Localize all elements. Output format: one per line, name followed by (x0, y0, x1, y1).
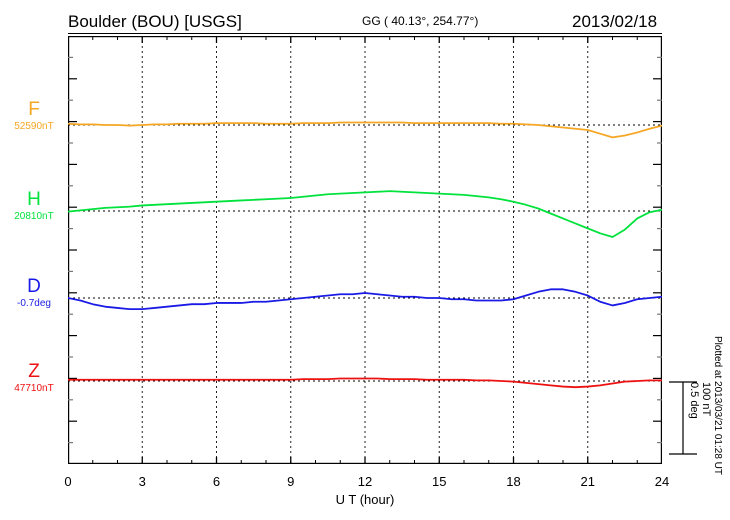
channel-label-d: D -0.7deg (2, 277, 66, 310)
channel-baseline-h: 20810nT (14, 211, 54, 222)
scale-bar-icon (669, 381, 697, 455)
geographic-coordinates: GG ( 40.13°, 254.77°) (362, 14, 479, 28)
channel-symbol-f: F (28, 99, 40, 120)
channel-symbol-h: H (27, 189, 41, 210)
x-tick-label: 15 (432, 474, 447, 489)
x-tick-label: 12 (357, 474, 373, 489)
observation-date: 2013/02/18 (572, 12, 658, 31)
channel-baseline-d: -0.7deg (17, 298, 51, 309)
x-axis-label: U T (hour) (335, 492, 395, 507)
channel-baseline-f: 52590nT (14, 121, 54, 132)
channel-label-f: F 52590nT (2, 100, 66, 133)
x-tick-label: 0 (64, 474, 72, 489)
scale-bar-label: 100 nT 0.5 deg (688, 382, 712, 458)
scale-value-nt: 100 nT (700, 382, 712, 417)
channel-symbol-z: Z (28, 361, 40, 382)
channel-baseline-z: 47710nT (14, 383, 54, 394)
x-tick-label: 21 (580, 474, 595, 489)
plot-canvas (68, 36, 662, 464)
plotted-at-timestamp: Plotted at 2013/03/21 01:28 UT (712, 336, 723, 475)
scale-value-deg: 0.5 deg (688, 382, 700, 419)
x-tick-label: 3 (138, 474, 146, 489)
magnetogram-plot (68, 36, 662, 464)
x-tick-label: 18 (506, 474, 521, 489)
channel-label-h: H 20810nT (2, 190, 66, 223)
title-divider (68, 33, 662, 34)
x-tick-label: 24 (654, 474, 670, 489)
channel-symbol-d: D (27, 276, 41, 297)
page-title: Boulder (BOU) [USGS] (68, 12, 242, 31)
channel-label-z: Z 47710nT (2, 362, 66, 395)
x-tick-label: 6 (212, 474, 221, 489)
x-tick-label: 9 (287, 474, 295, 489)
